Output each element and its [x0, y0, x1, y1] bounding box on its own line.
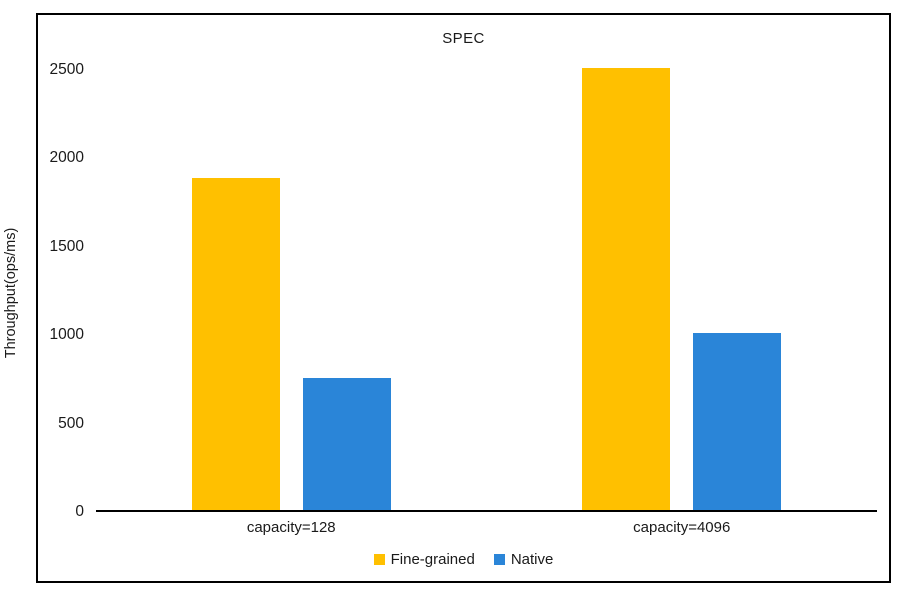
- legend-item-native: Native: [493, 551, 554, 568]
- chart-title: SPEC: [442, 30, 485, 47]
- bar-native-capacity-128: [302, 377, 391, 512]
- chart-frame: SPEC 0 500 1000 1500 2000 2500 capacity=128 ca…: [36, 13, 891, 583]
- legend-swatch-native: [493, 554, 505, 565]
- bar-fine-grained-capacity-128: [191, 177, 280, 512]
- y-tick-label-500: 500: [58, 414, 84, 432]
- y-tick-label-1500: 1500: [49, 237, 84, 255]
- legend-item-fine-grained: Fine-grained: [373, 551, 475, 568]
- legend-label-native: Native: [510, 551, 554, 568]
- y-tick-label-2500: 2500: [49, 61, 84, 78]
- y-tick-label-1000: 1000: [49, 326, 84, 344]
- legend-swatch-fine-grained: [373, 554, 385, 565]
- x-category-label-capacity-128: capacity=128: [246, 519, 336, 536]
- legend: Fine-grained Native: [38, 551, 889, 568]
- x-axis-line: [96, 510, 877, 512]
- legend-label-fine-grained: Fine-grained: [390, 551, 475, 568]
- x-category-label-capacity-4096: capacity=4096: [633, 519, 731, 536]
- y-tick-label-0: 0: [75, 503, 84, 520]
- y-tick-label-2000: 2000: [49, 149, 84, 167]
- y-axis-title: Throughput(ops/ms): [3, 227, 19, 359]
- bar-native-capacity-4096: [693, 333, 782, 512]
- bar-fine-grained-capacity-4096: [582, 68, 671, 512]
